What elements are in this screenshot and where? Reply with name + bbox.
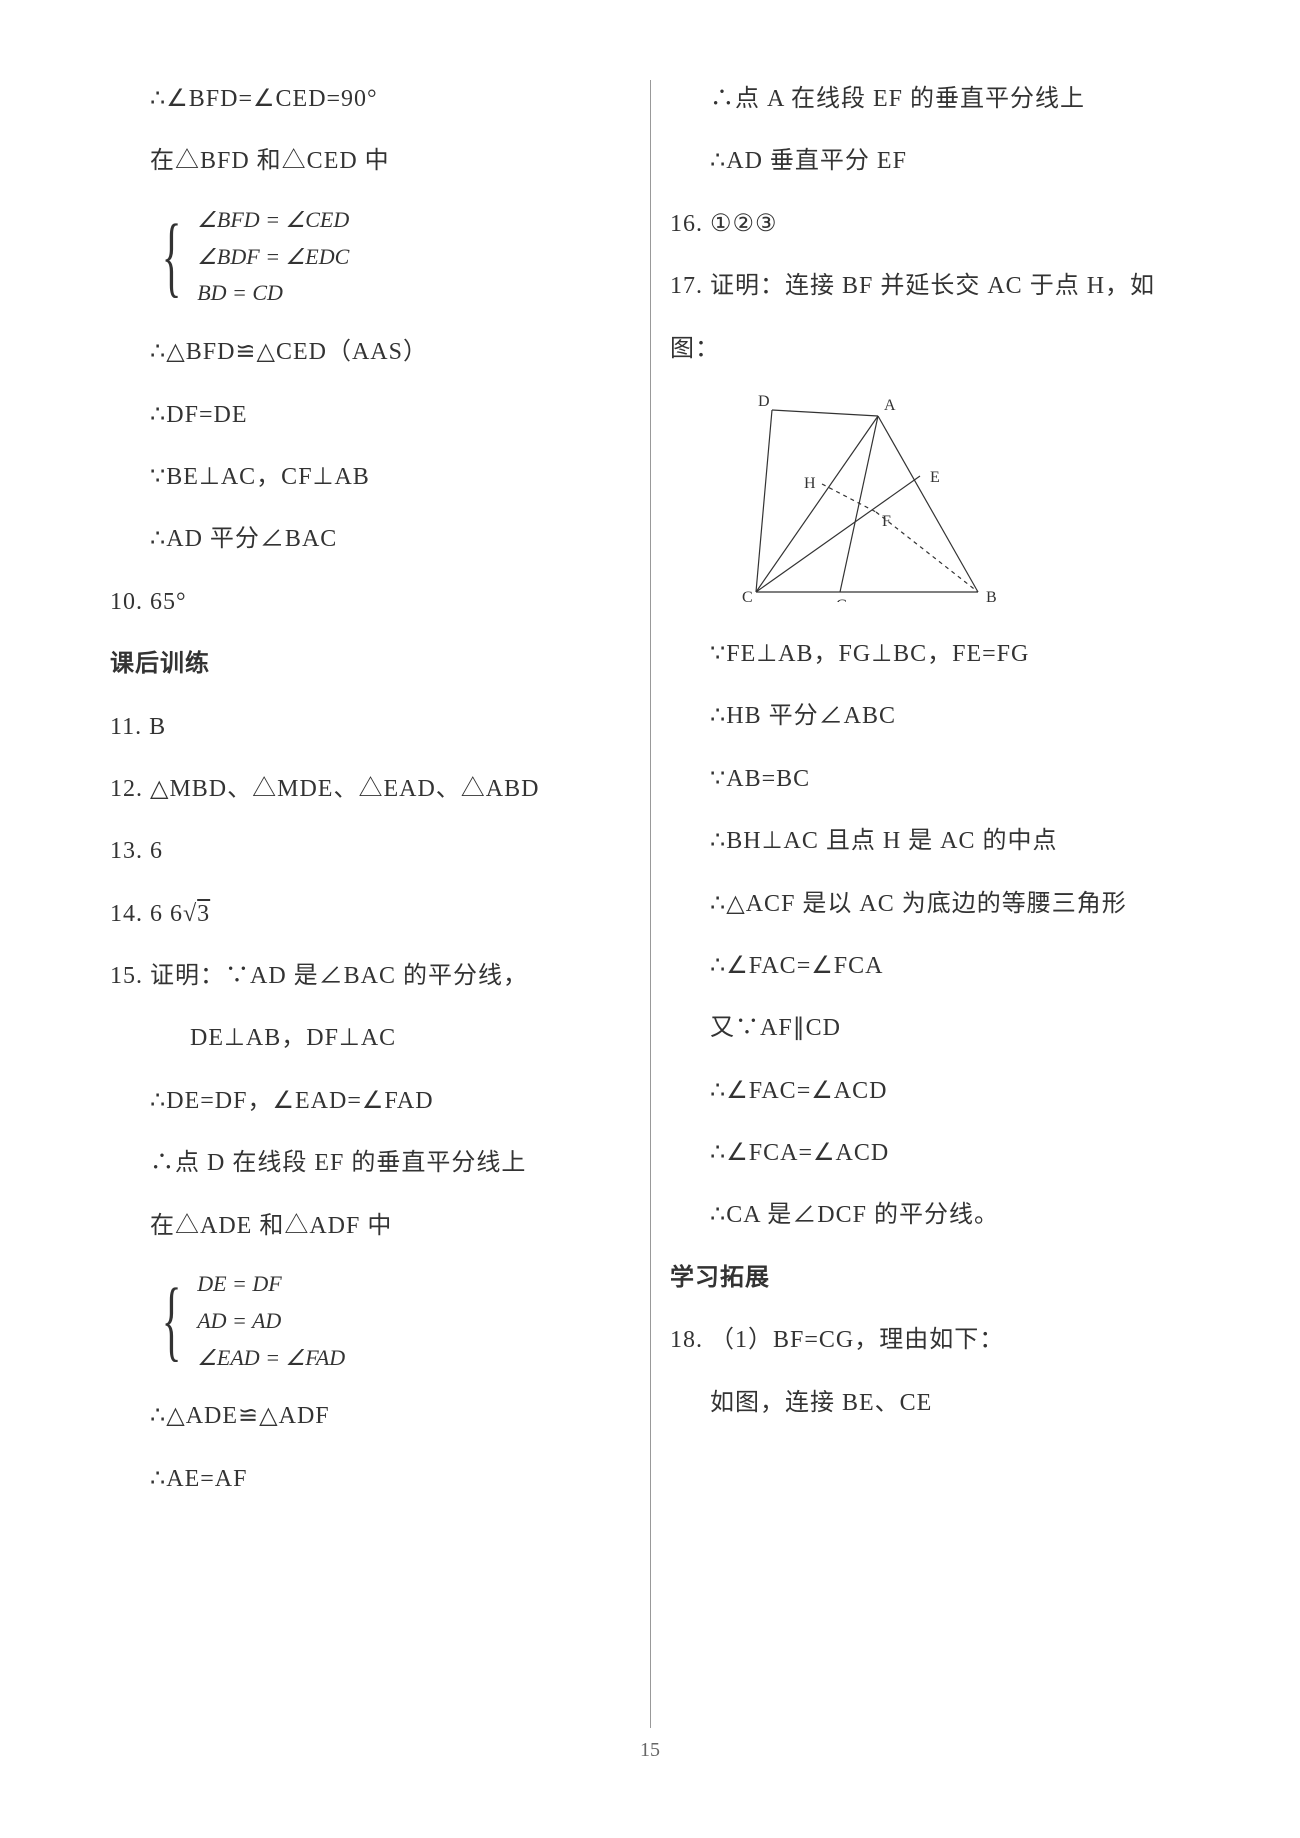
brace-content: DE = DF AD = AD ∠EAD = ∠FAD xyxy=(197,1269,345,1373)
text-line: 在△ADE 和△ADF 中 xyxy=(110,1207,630,1245)
text-line: ∴∠FAC=∠ACD xyxy=(670,1072,1190,1110)
column-divider xyxy=(650,80,651,1728)
geometry-figure: D A E H F C G B xyxy=(710,392,1190,607)
text-line: ∴CA 是∠DCF 的平分线。 xyxy=(670,1196,1190,1234)
text-line: ∴BH⊥AC 且点 H 是 AC 的中点 xyxy=(670,822,1190,860)
text-line: 16. ①②③ xyxy=(670,205,1190,243)
svg-text:F: F xyxy=(882,513,891,530)
sqrt-symbol: √ xyxy=(183,901,197,927)
text-line: 11. B xyxy=(110,708,630,746)
text-line: 18. （1）BF=CG，理由如下： xyxy=(670,1321,1190,1359)
text-line: ∴DE=DF，∠EAD=∠FAD xyxy=(110,1082,630,1120)
geometry-svg: D A E H F C G B xyxy=(710,392,1010,602)
text-line: 在△BFD 和△CED 中 xyxy=(110,142,630,180)
text-line: 10. 65° xyxy=(110,583,630,621)
text-line: 又∵AF∥CD xyxy=(670,1009,1190,1047)
left-column: ∴∠BFD=∠CED=90° 在△BFD 和△CED 中 { ∠BFD = ∠C… xyxy=(90,80,650,1778)
svg-text:H: H xyxy=(804,475,816,492)
text-line: ∴△BFD≌△CED（AAS） xyxy=(110,333,630,371)
text-line: ∴点 A 在线段 EF 的垂直平分线上 xyxy=(670,80,1190,118)
sqrt-radicand: 3 xyxy=(197,901,210,927)
brace-line: ∠BFD = ∠CED xyxy=(197,205,349,236)
right-column: ∴点 A 在线段 EF 的垂直平分线上 ∴AD 垂直平分 EF 16. ①②③ … xyxy=(650,80,1210,1778)
text-line: 图： xyxy=(670,330,1190,368)
text-line: ∴AD 平分∠BAC xyxy=(110,520,630,558)
page-number: 15 xyxy=(640,1739,660,1762)
text-line: ∴HB 平分∠ABC xyxy=(670,697,1190,735)
brace-line: ∠EAD = ∠FAD xyxy=(197,1343,345,1374)
text-line: ∴∠FAC=∠FCA xyxy=(670,947,1190,985)
brace-line: AD = AD xyxy=(197,1306,345,1337)
left-brace-icon: { xyxy=(162,212,181,302)
text-line: ∵FE⊥AB，FG⊥BC，FE=FG xyxy=(670,635,1190,673)
text-line: 14. 6 6√3 xyxy=(110,895,630,933)
text-line: 如图，连接 BE、CE xyxy=(670,1384,1190,1422)
text-line: 15. 证明：∵AD 是∠BAC 的平分线， xyxy=(110,957,630,995)
section-heading: 学习拓展 xyxy=(670,1259,1190,1297)
svg-text:G: G xyxy=(836,597,848,602)
text-line: ∴AE=AF xyxy=(110,1460,630,1498)
left-brace-icon: { xyxy=(162,1276,181,1366)
text-line: ∵AB=BC xyxy=(670,760,1190,798)
svg-text:B: B xyxy=(986,589,997,602)
brace-line: DE = DF xyxy=(197,1269,345,1300)
equation-system: { ∠BFD = ∠CED ∠BDF = ∠EDC BD = CD xyxy=(110,205,630,309)
text-line: ∴AD 垂直平分 EF xyxy=(670,142,1190,180)
text-line: ∴△ADE≌△ADF xyxy=(110,1397,630,1435)
brace-line: BD = CD xyxy=(197,278,349,309)
svg-text:C: C xyxy=(742,589,753,602)
brace-line: ∠BDF = ∠EDC xyxy=(197,242,349,273)
svg-text:E: E xyxy=(930,469,940,486)
text-line: DE⊥AB，DF⊥AC xyxy=(110,1019,630,1057)
equation-system: { DE = DF AD = AD ∠EAD = ∠FAD xyxy=(110,1269,630,1373)
brace-content: ∠BFD = ∠CED ∠BDF = ∠EDC BD = CD xyxy=(197,205,349,309)
svg-text:D: D xyxy=(758,393,770,410)
text-fragment: 14. 6 6 xyxy=(110,901,183,927)
text-line: ∴DF=DE xyxy=(110,396,630,434)
text-line: 13. 6 xyxy=(110,832,630,870)
text-line: 17. 证明：连接 BF 并延长交 AC 于点 H，如 xyxy=(670,267,1190,305)
svg-text:A: A xyxy=(884,397,896,414)
text-line: ∵BE⊥AC，CF⊥AB xyxy=(110,458,630,496)
text-line: ∴△ACF 是以 AC 为底边的等腰三角形 xyxy=(670,885,1190,923)
text-line: ∴∠FCA=∠ACD xyxy=(670,1134,1190,1172)
text-line: ∴点 D 在线段 EF 的垂直平分线上 xyxy=(110,1144,630,1182)
section-heading: 课后训练 xyxy=(110,645,630,683)
text-line: 12. △MBD、△MDE、△EAD、△ABD xyxy=(110,770,630,808)
text-line: ∴∠BFD=∠CED=90° xyxy=(110,80,630,118)
page-container: ∴∠BFD=∠CED=90° 在△BFD 和△CED 中 { ∠BFD = ∠C… xyxy=(90,80,1210,1778)
